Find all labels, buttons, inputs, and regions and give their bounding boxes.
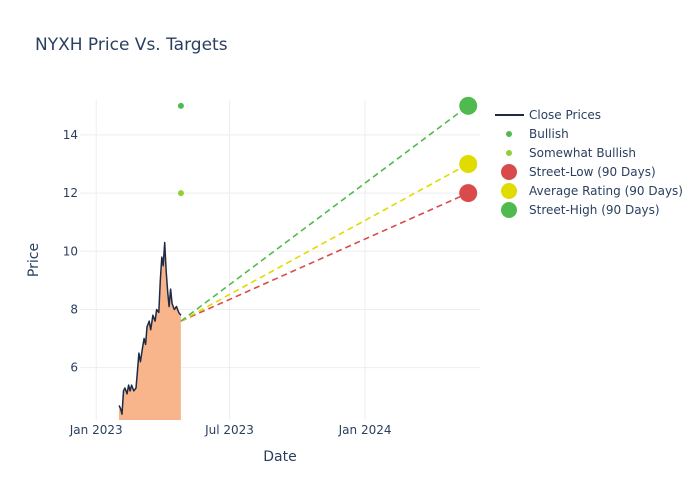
legend-label: Street-High (90 Days) bbox=[529, 203, 660, 217]
legend-label: Average Rating (90 Days) bbox=[529, 184, 683, 198]
y-axis-title: Price bbox=[26, 243, 42, 277]
axis-ticks: Jan 2023 Jul 2023 Jan 2024 6 8 10 12 14 bbox=[63, 128, 392, 437]
y-tick-label: 12 bbox=[63, 186, 78, 200]
close-price-area bbox=[119, 242, 181, 420]
legend-label: Close Prices bbox=[529, 108, 601, 122]
street-high-90-days-line bbox=[180, 105, 469, 322]
legend-label: Somewhat Bullish bbox=[529, 146, 636, 160]
street-low-90-days-line bbox=[180, 192, 469, 322]
legend-item-close-prices[interactable]: Close Prices bbox=[495, 108, 601, 122]
legend-label: Bullish bbox=[529, 127, 569, 141]
y-tick-label: 6 bbox=[70, 361, 78, 375]
legend-item-somewhat-bullish[interactable]: Somewhat Bullish bbox=[506, 146, 636, 160]
bullish-rating-dot bbox=[177, 102, 184, 109]
average-rating-90-days-line bbox=[180, 163, 469, 322]
legend-swatch bbox=[506, 131, 512, 137]
legend-item-bullish[interactable]: Bullish bbox=[506, 127, 569, 141]
street-low-90-days-marker bbox=[459, 184, 478, 203]
street-high-90-days-marker bbox=[459, 96, 478, 115]
y-tick-label: 14 bbox=[63, 128, 78, 142]
target-lines bbox=[180, 105, 469, 322]
x-tick-label: Jan 2024 bbox=[338, 423, 392, 437]
average-rating-90-days-marker bbox=[459, 155, 478, 173]
x-axis-title: Date bbox=[263, 449, 296, 465]
legend-item-average-rating-90-days[interactable]: Average Rating (90 Days) bbox=[501, 183, 683, 199]
price-line-group bbox=[118, 241, 182, 415]
legend-swatch bbox=[501, 164, 517, 180]
somewhat-bullish-rating-dot bbox=[177, 190, 184, 197]
y-tick-label: 8 bbox=[70, 302, 78, 316]
y-tick-label: 10 bbox=[63, 244, 78, 258]
price-area bbox=[119, 242, 181, 420]
legend-label: Street-Low (90 Days) bbox=[529, 165, 656, 179]
legend-swatch bbox=[506, 150, 512, 156]
markers bbox=[177, 96, 478, 203]
x-tick-label: Jan 2023 bbox=[69, 423, 123, 437]
legend: Close Prices Bullish Somewhat Bullish Stree… bbox=[495, 108, 683, 218]
legend-swatch bbox=[501, 202, 517, 218]
chart-title: NYXH Price Vs. Targets bbox=[35, 35, 228, 55]
close-price-line bbox=[118, 241, 182, 415]
legend-item-street-low-90-days[interactable]: Street-Low (90 Days) bbox=[501, 164, 656, 180]
x-tick-label: Jul 2023 bbox=[204, 423, 254, 437]
legend-item-street-high-90-days[interactable]: Street-High (90 Days) bbox=[501, 202, 660, 218]
legend-swatch bbox=[501, 183, 517, 199]
